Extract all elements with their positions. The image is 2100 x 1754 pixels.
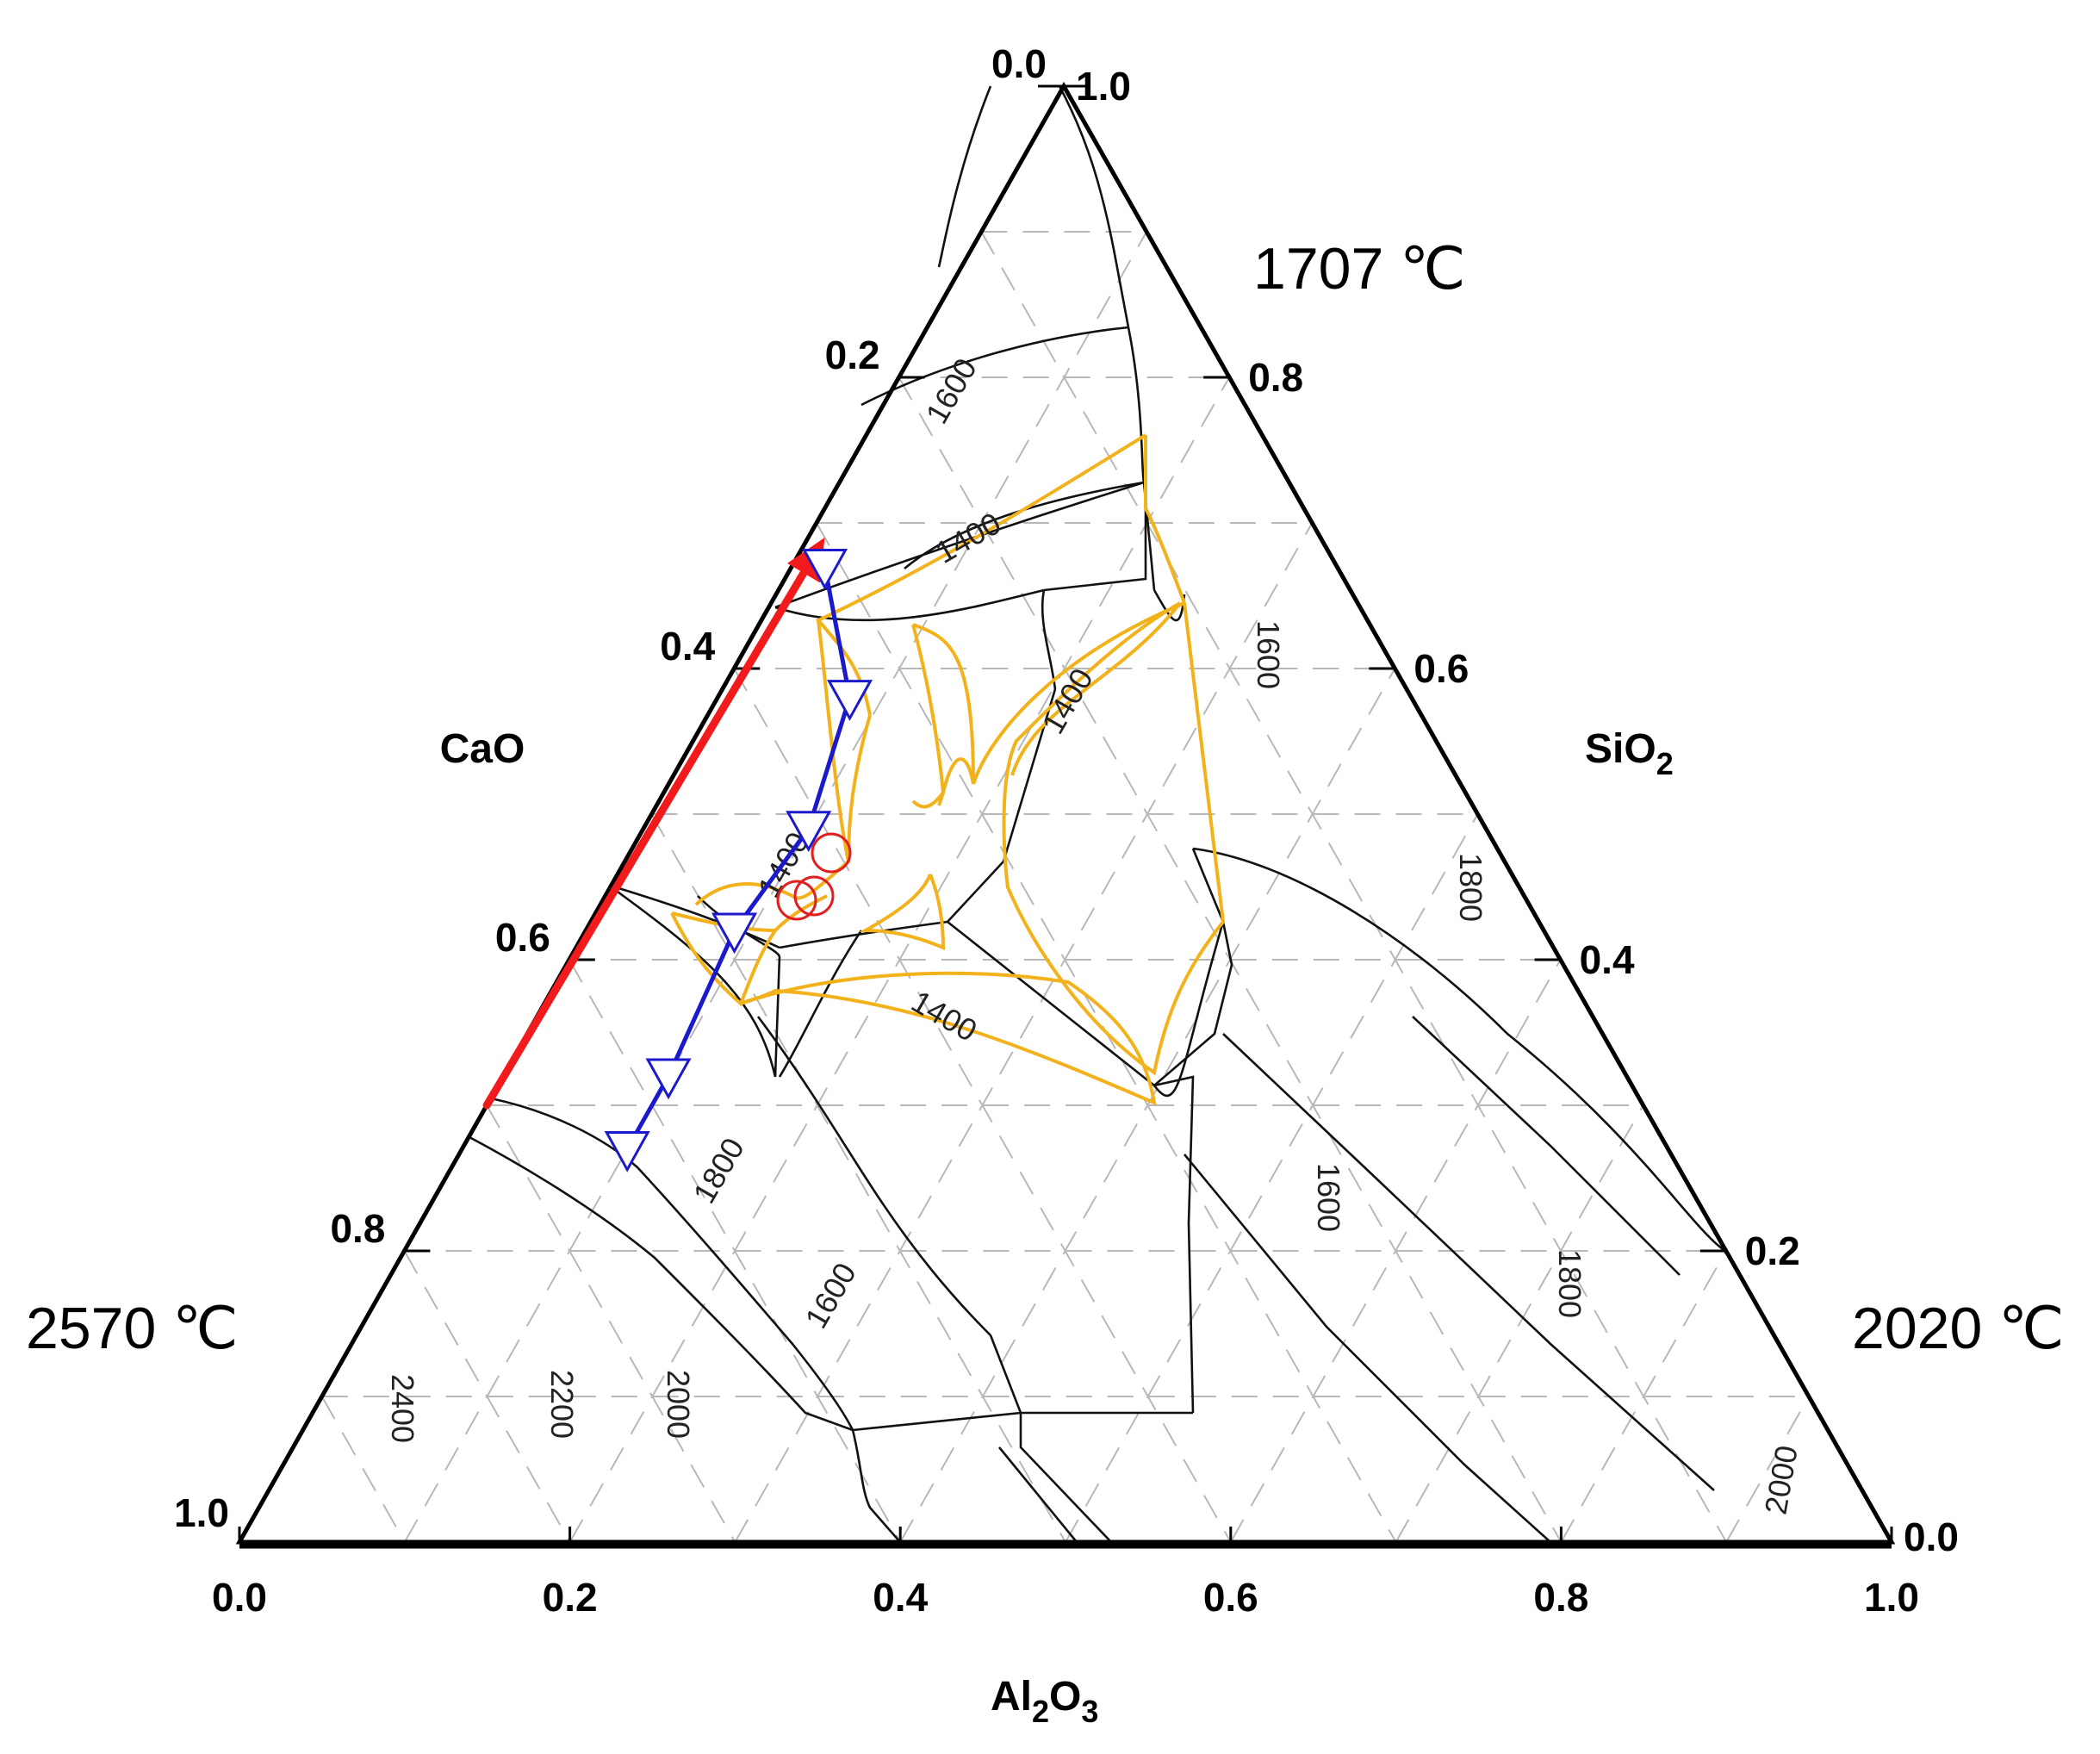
left-tick-label: 1.0 <box>174 1490 229 1535</box>
right-tick-label: 0.6 <box>1413 646 1469 691</box>
isotherm-label: 1600 <box>1251 620 1286 689</box>
left-tick-label: 0.6 <box>495 915 550 960</box>
grid-line <box>1395 1104 1644 1543</box>
bottom-tick-label: 0.4 <box>873 1575 928 1620</box>
isotherm-label: 1800 <box>1453 853 1488 922</box>
path-point-marker <box>802 549 848 590</box>
right-tick-label: 1.0 <box>1076 64 1131 109</box>
isotherm-label: 1800 <box>686 1132 751 1210</box>
isotherm-label: 1600 <box>1311 1163 1346 1232</box>
red-circle-markers <box>776 832 852 921</box>
grid-line <box>650 813 1066 1543</box>
bottom-tick-label: 0.6 <box>1203 1575 1258 1620</box>
grid-line <box>1725 1396 1810 1543</box>
right-tick-label: 0.0 <box>1904 1515 1959 1559</box>
isotherm-label: 2200 <box>544 1370 580 1439</box>
grid-line <box>403 231 1147 1543</box>
left-tick-label: 0.2 <box>825 333 880 377</box>
right-tick-label: 0.8 <box>1248 355 1303 400</box>
path-point-marker <box>786 811 832 852</box>
phase-boundaries <box>469 85 1724 1543</box>
path-point-marker <box>604 1131 650 1172</box>
isotherm-label: 1400 <box>929 505 1007 570</box>
isotherm-label: 2400 <box>385 1374 420 1443</box>
left-tick-label: 0.0 <box>991 41 1047 86</box>
grid-line <box>734 522 1314 1543</box>
right-tick-label: 0.2 <box>1745 1228 1800 1273</box>
grid-line <box>1229 959 1562 1543</box>
grid-lines <box>320 231 1810 1543</box>
red-circle-marker <box>811 832 852 874</box>
composition-path <box>604 549 873 1172</box>
isotherm-label: 2000 <box>1758 1443 1805 1517</box>
grid-line <box>320 1396 406 1543</box>
left-tick-label: 0.8 <box>330 1206 385 1251</box>
path-point-marker <box>826 680 873 721</box>
sio2-axis-label: SiO2 <box>1585 726 1674 781</box>
grid-line <box>486 1104 736 1543</box>
red-circle-marker <box>776 880 817 921</box>
cao-axis-label: CaO <box>440 726 525 772</box>
grid-line <box>568 959 902 1543</box>
grid-line <box>403 1250 571 1543</box>
triangle-frame <box>235 81 1896 1545</box>
isotherm-label: 1600 <box>918 352 984 430</box>
left-tick-label: 0.4 <box>660 624 715 669</box>
al2o3-axis-label: Al2O3 <box>991 1674 1098 1729</box>
path-point-marker <box>711 912 758 955</box>
grid-line <box>1560 1250 1727 1543</box>
bottom-tick-label: 0.8 <box>1533 1575 1588 1620</box>
sio2-melting-point: 1707 ℃ <box>1253 236 1466 302</box>
isotherm-label: 1400 <box>1034 662 1100 740</box>
bottom-tick-label: 0.0 <box>212 1575 267 1620</box>
right-tick-label: 0.4 <box>1580 937 1635 982</box>
isotherm-label: 1600 <box>798 1257 863 1334</box>
axis-ticks: 0.0 0.2 0.4 0.6 0.8 1.0 0.0 0.2 0.4 0.6 0.8 1.0 1.0 0… <box>174 41 1959 1620</box>
isotherm-label: 2000 <box>661 1370 696 1439</box>
bottom-tick-label: 1.0 <box>1864 1575 1919 1620</box>
path-point-marker <box>645 1058 692 1100</box>
trend-arrow <box>482 537 825 1110</box>
bottom-tick-label: 0.2 <box>543 1575 598 1620</box>
isotherm-label: 1800 <box>1552 1249 1587 1318</box>
al2o3-melting-point: 2020 ℃ <box>1852 1296 2065 1361</box>
grid-line <box>980 231 1728 1543</box>
cao-melting-point: 2570 ℃ <box>26 1296 239 1361</box>
isotherm-1400-contours <box>670 433 1226 1106</box>
grid-line <box>1065 813 1479 1543</box>
red-circle-marker <box>793 875 835 917</box>
